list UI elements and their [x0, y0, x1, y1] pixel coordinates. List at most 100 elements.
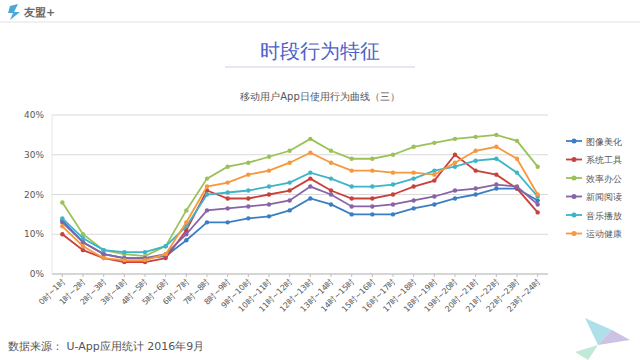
point [308, 176, 312, 180]
point [267, 184, 271, 188]
x-tick [455, 274, 456, 277]
point [308, 137, 312, 141]
point [329, 202, 333, 206]
x-tick [393, 274, 394, 277]
point [494, 182, 498, 186]
point [453, 161, 457, 165]
point [267, 214, 271, 218]
legend-marker [572, 157, 577, 162]
point [308, 196, 312, 200]
y-tick-label: 40% [24, 110, 44, 120]
point [308, 184, 312, 188]
point [494, 133, 498, 137]
point [473, 192, 477, 196]
point [308, 170, 312, 174]
point [184, 220, 188, 224]
x-tick [351, 274, 352, 277]
grid-line [52, 274, 548, 275]
x-tick [62, 274, 63, 277]
point [60, 224, 64, 228]
point [494, 145, 498, 149]
point [515, 157, 519, 161]
x-tick-label: 23时~24时 [505, 277, 542, 314]
point [225, 220, 229, 224]
point [453, 196, 457, 200]
point [370, 204, 374, 208]
y-tick-label: 10% [24, 229, 44, 239]
point [81, 244, 85, 248]
point [391, 182, 395, 186]
y-axis [52, 115, 53, 274]
legend-label: 新闻阅读 [586, 192, 622, 202]
point [205, 184, 209, 188]
x-tick [83, 274, 84, 277]
point [122, 258, 126, 262]
point [246, 204, 250, 208]
point [349, 196, 353, 200]
point [246, 216, 250, 220]
point [101, 256, 105, 260]
point [101, 252, 105, 256]
grid-line [52, 154, 548, 155]
point [349, 212, 353, 216]
point [101, 248, 105, 252]
grid-line [52, 115, 548, 116]
grid-line [52, 234, 548, 235]
x-tick [124, 274, 125, 277]
point [515, 170, 519, 174]
legend-marker [572, 213, 577, 218]
point [287, 208, 291, 212]
point [473, 186, 477, 190]
point [205, 208, 209, 212]
series-line [62, 185, 537, 259]
point [287, 149, 291, 153]
point [473, 135, 477, 139]
point [453, 153, 457, 157]
point [205, 192, 209, 196]
x-tick [227, 274, 228, 277]
point [184, 238, 188, 242]
point [453, 137, 457, 141]
x-tick [145, 274, 146, 277]
series-line [62, 135, 537, 256]
point [432, 172, 436, 176]
legend-label: 效率办公 [586, 174, 622, 184]
point [287, 188, 291, 192]
point [535, 164, 539, 168]
point [473, 159, 477, 163]
point [370, 196, 374, 200]
point [225, 180, 229, 184]
x-tick [165, 274, 166, 277]
subtitle: 移动用户App日使用行为曲线（三） [240, 91, 400, 102]
y-tick-label: 20% [24, 190, 44, 200]
point [122, 250, 126, 254]
point [246, 196, 250, 200]
point [453, 188, 457, 192]
point [453, 164, 457, 168]
point [535, 210, 539, 214]
x-tick [372, 274, 373, 277]
point [163, 244, 167, 248]
point [494, 157, 498, 161]
point [349, 184, 353, 188]
legend-marker [572, 139, 577, 144]
point [225, 164, 229, 168]
point [329, 161, 333, 165]
point [535, 192, 539, 196]
point [370, 212, 374, 216]
chart: 友盟+时段行为特征移动用户App日使用行为曲线（三）0%10%20%30%40%… [0, 0, 640, 360]
point [411, 176, 415, 180]
x-tick [331, 274, 332, 277]
x-tick [475, 274, 476, 277]
point [225, 206, 229, 210]
x-tick [289, 274, 290, 277]
point [81, 248, 85, 252]
legend-label: 系统工具 [586, 155, 622, 165]
logo-icon [8, 4, 20, 20]
point [60, 216, 64, 220]
point [370, 168, 374, 172]
x-tick [103, 274, 104, 277]
point [267, 155, 271, 159]
x-tick [207, 274, 208, 277]
point [267, 168, 271, 172]
